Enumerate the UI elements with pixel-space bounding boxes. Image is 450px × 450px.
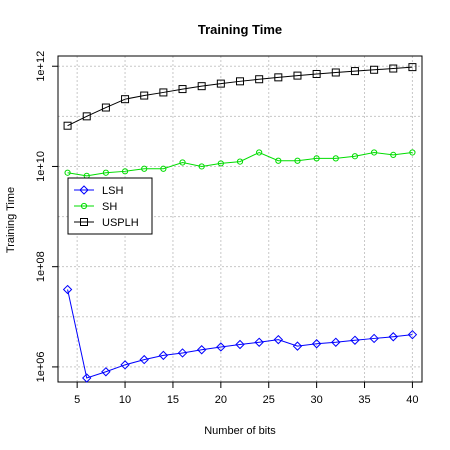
data-point-lsh (158, 350, 169, 361)
data-point-usplh (408, 63, 417, 72)
chart-title: Training Time (198, 22, 282, 37)
data-point-sh (217, 160, 224, 167)
data-point-sh (102, 169, 109, 176)
data-point-sh (160, 165, 167, 172)
legend: LSH SH USPLH (67, 177, 153, 235)
x-tick-label: 15 (167, 394, 179, 406)
data-point-lsh (177, 348, 188, 358)
data-point-sh (141, 165, 148, 172)
legend-label-lsh: LSH (102, 185, 123, 197)
data-point-usplh (216, 79, 225, 88)
data-point-lsh (235, 339, 245, 350)
data-point-usplh (389, 64, 398, 73)
data-point-sh (121, 168, 129, 175)
y-axis-label: Training Time (5, 187, 17, 253)
data-point-sh (179, 159, 186, 166)
y-tick-label: 1e+06 (35, 351, 47, 382)
series-line-lsh (67, 289, 413, 379)
data-point-sh (390, 151, 397, 159)
series-line-usplh (67, 66, 413, 127)
data-point-sh (236, 158, 244, 165)
x-axis: 5 10 15 20 25 30 35 40 (74, 382, 419, 406)
legend-marker-sh (80, 202, 88, 210)
x-tick-label: 5 (74, 394, 80, 406)
x-tick-label: 35 (358, 394, 370, 406)
y-tick-label: 1e+08 (35, 251, 47, 282)
data-point-lsh (273, 334, 284, 345)
data-point-sh (275, 157, 282, 164)
data-point-usplh (159, 88, 168, 97)
series-line-sh (67, 151, 413, 177)
data-point-sh (294, 157, 301, 164)
data-point-usplh (331, 68, 340, 77)
data-point-lsh (292, 341, 303, 351)
data-point-usplh (236, 77, 244, 86)
data-point-lsh (82, 373, 92, 383)
data-point-lsh (254, 337, 264, 347)
data-point-sh (351, 153, 359, 160)
data-point-usplh (82, 112, 91, 121)
data-point-usplh (63, 121, 72, 130)
data-point-usplh (274, 73, 283, 82)
data-point-lsh (101, 367, 111, 377)
data-point-usplh (197, 82, 206, 91)
data-point-usplh (350, 67, 359, 76)
legend-marker-lsh (79, 185, 89, 195)
data-point-lsh (369, 333, 379, 344)
data-point-usplh (101, 103, 110, 112)
data-point-sh (313, 155, 320, 162)
data-point-usplh (370, 65, 379, 74)
data-point-lsh (120, 360, 130, 370)
data-point-usplh (121, 95, 130, 104)
data-point-usplh (140, 91, 149, 100)
data-point-lsh (62, 284, 73, 295)
data-point-sh (371, 149, 378, 156)
series-usplh (63, 63, 417, 130)
data-point-lsh (407, 329, 418, 340)
data-point-lsh (331, 337, 341, 347)
series-layer (62, 63, 418, 383)
data-point-lsh (196, 345, 207, 355)
data-point-sh (332, 155, 339, 162)
data-point-lsh (139, 354, 149, 365)
x-tick-label: 30 (311, 394, 323, 406)
data-point-lsh (216, 342, 226, 352)
data-point-usplh (293, 71, 302, 80)
x-tick-label: 40 (406, 394, 418, 406)
y-tick-label: 1e+10 (35, 151, 47, 182)
data-point-sh (256, 149, 263, 156)
x-tick-label: 10 (119, 394, 131, 406)
plot-area (57, 55, 423, 383)
data-point-lsh (388, 332, 398, 342)
legend-marker-usplh (80, 218, 88, 226)
data-point-sh (409, 149, 416, 156)
series-sh (64, 149, 416, 179)
series-lsh (62, 284, 418, 383)
x-tick-label: 25 (263, 394, 275, 406)
data-point-sh (64, 169, 71, 176)
data-point-sh (198, 163, 205, 170)
data-point-usplh (178, 85, 187, 94)
x-axis-label: Number of bits (204, 425, 276, 437)
y-tick-label: 1e+12 (35, 51, 47, 82)
data-point-usplh (312, 69, 321, 78)
legend-label-sh: SH (102, 201, 117, 213)
data-point-lsh (311, 339, 322, 349)
legend-label-usplh: USPLH (102, 217, 139, 229)
data-point-lsh (350, 335, 360, 345)
y-axis: 1e+06 1e+08 1e+10 1e+12 (35, 51, 58, 382)
x-tick-label: 20 (215, 394, 227, 406)
data-point-usplh (255, 75, 264, 84)
